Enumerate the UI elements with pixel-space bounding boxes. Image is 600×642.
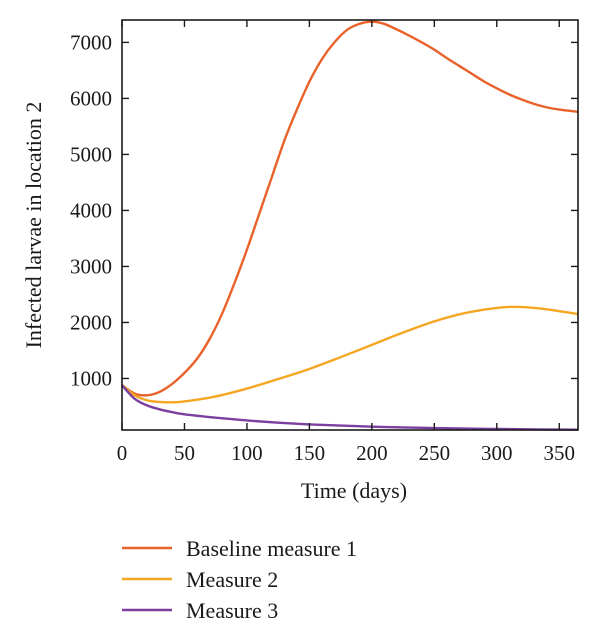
- series-line-3: [121, 384, 579, 431]
- legend: Baseline measure 1 Measure 2 Measure 3: [122, 536, 357, 623]
- series-line-1: [121, 20, 579, 397]
- series-lines: [121, 20, 579, 431]
- y-tick-label: 6000: [70, 86, 112, 110]
- x-tick-label: 300: [481, 441, 513, 465]
- x-tick-label: 100: [231, 441, 263, 465]
- legend-label-3: Measure 3: [186, 598, 278, 623]
- x-axis-ticks: 0 50 100 150 200 250 300 350: [117, 20, 575, 465]
- x-axis-label: Time (days): [301, 478, 407, 503]
- y-tick-label: 4000: [70, 198, 112, 222]
- y-tick-label: 2000: [70, 310, 112, 334]
- y-axis-label: Infected larvae in location 2: [21, 102, 46, 349]
- y-axis-ticks: 1000 2000 3000 4000 5000 6000 7000: [70, 30, 578, 390]
- y-tick-label: 1000: [70, 366, 112, 390]
- x-tick-label: 150: [294, 441, 326, 465]
- x-tick-label: 200: [356, 441, 388, 465]
- plot-frame: [121, 19, 579, 431]
- legend-label-1: Baseline measure 1: [186, 536, 357, 561]
- y-tick-label: 5000: [70, 142, 112, 166]
- x-tick-label: 250: [419, 441, 451, 465]
- legend-label-2: Measure 2: [186, 567, 278, 592]
- y-tick-label: 3000: [70, 254, 112, 278]
- x-tick-label: 50: [174, 441, 195, 465]
- x-tick-label: 350: [544, 441, 576, 465]
- x-tick-label: 0: [117, 441, 128, 465]
- y-tick-label: 7000: [70, 30, 112, 54]
- series-line-2: [121, 305, 579, 404]
